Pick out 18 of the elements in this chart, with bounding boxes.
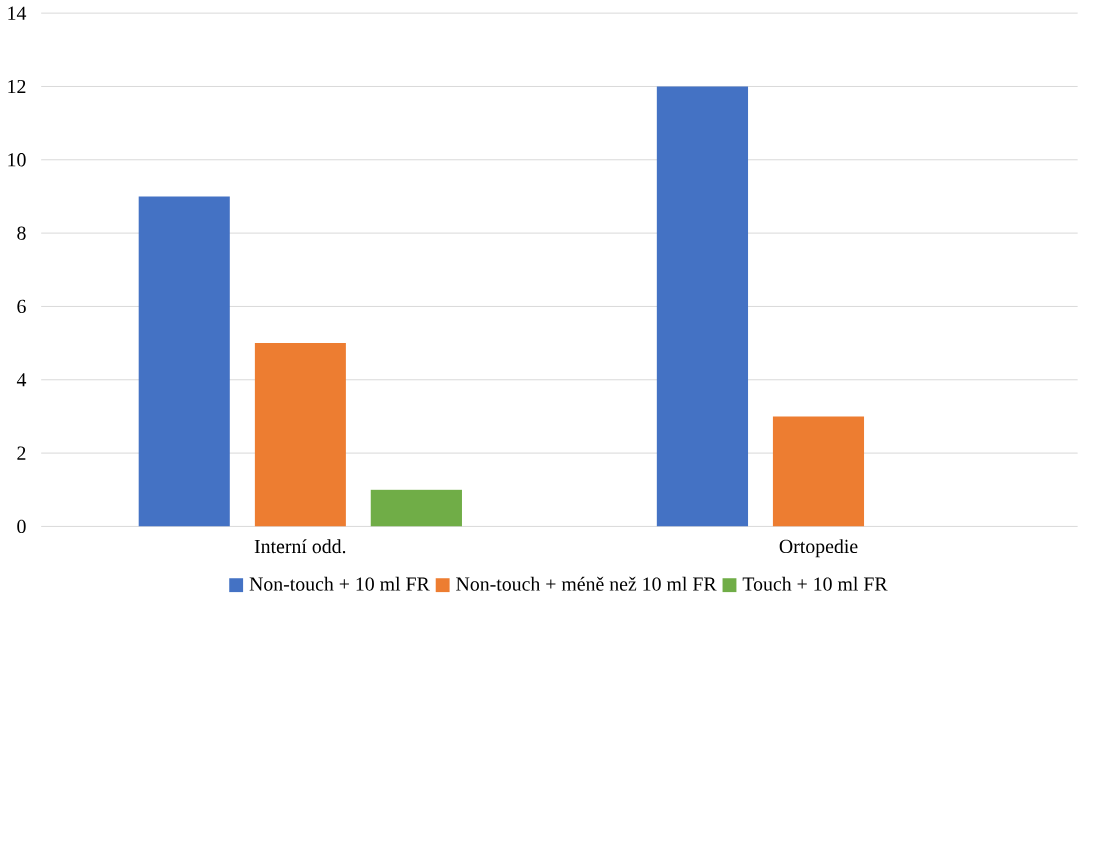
y-tick-label: 0 (17, 519, 26, 533)
x-tick-label: Interní odd. (254, 538, 346, 554)
y-tick-label: 10 (8, 152, 26, 167)
x-tick-label: Ortopedie (779, 538, 858, 557)
y-tick-label: 2 (17, 446, 26, 460)
bar (138, 196, 230, 527)
y-tick-label: 4 (16, 373, 27, 387)
bar (772, 416, 865, 527)
y-tick-label: 8 (17, 226, 26, 240)
bar (370, 489, 462, 527)
y-tick-label: 14 (8, 6, 27, 20)
y-tick-label: 12 (8, 79, 26, 93)
legend-label: Touch + 10 ml FR (742, 576, 888, 591)
legend-label: Non-touch + méně než 10 ml FR (456, 576, 717, 591)
bar (656, 86, 749, 527)
y-tick-label: 6 (17, 299, 26, 313)
legend-label: Non-touch + 10 ml FR (249, 576, 430, 591)
bar (254, 342, 346, 527)
